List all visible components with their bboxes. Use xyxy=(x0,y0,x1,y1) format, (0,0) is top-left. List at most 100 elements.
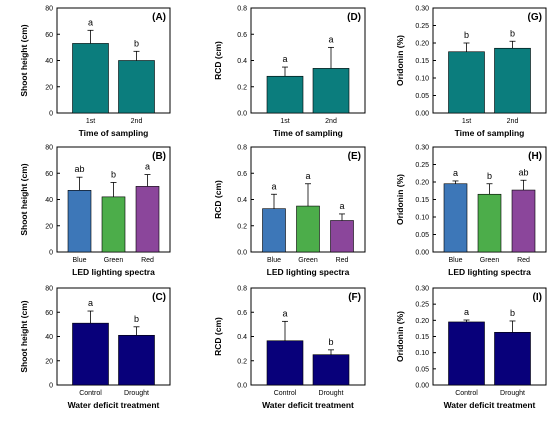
significance-letter: a xyxy=(339,201,344,211)
x-axis-label: Water deficit treatment xyxy=(68,400,160,410)
y-tick-label: 80 xyxy=(45,145,53,152)
bar xyxy=(494,331,531,386)
bar xyxy=(477,193,502,253)
y-axis-label: Shoot height (cm) xyxy=(19,24,29,96)
y-tick-label: 60 xyxy=(45,310,53,317)
bar xyxy=(448,51,485,114)
y-tick-label: 0.0 xyxy=(237,383,247,390)
y-tick-label: 0.6 xyxy=(237,32,247,39)
y-tick-label: 60 xyxy=(45,32,53,39)
significance-letter: a xyxy=(328,34,333,44)
x-tick-label: Drought xyxy=(500,390,525,397)
y-tick-label: 0.05 xyxy=(415,366,429,373)
x-axis-label: LED lighting spectra xyxy=(267,267,350,277)
y-tick-label: 0.10 xyxy=(415,76,429,83)
bar xyxy=(266,75,304,114)
x-tick-label: Control xyxy=(79,390,102,397)
y-tick-label: 0.05 xyxy=(415,93,429,100)
x-axis-label: Water deficit treatment xyxy=(444,400,536,410)
bar xyxy=(135,186,160,253)
y-tick-label: 0.2 xyxy=(237,358,247,365)
x-axis-label: LED lighting spectra xyxy=(448,267,531,277)
bar xyxy=(72,322,109,386)
y-axis-label: RCD (cm) xyxy=(213,180,223,219)
bar xyxy=(67,190,92,253)
x-tick-label: Green xyxy=(480,257,500,264)
y-tick-label: 0.15 xyxy=(415,334,429,341)
bar xyxy=(330,220,354,253)
y-tick-label: 20 xyxy=(45,358,53,365)
x-tick-label: Red xyxy=(336,257,349,264)
bar xyxy=(262,208,286,253)
x-axis-label: LED lighting spectra xyxy=(72,267,155,277)
x-tick-label: Red xyxy=(141,257,154,264)
bar xyxy=(511,189,536,253)
x-tick-label: 2nd xyxy=(131,118,143,125)
y-tick-label: 0.0 xyxy=(237,250,247,257)
bar xyxy=(266,340,304,386)
y-tick-label: 0.4 xyxy=(237,58,247,65)
y-tick-label: 40 xyxy=(45,197,53,204)
significance-letter: ab xyxy=(74,164,84,174)
y-tick-label: 0.30 xyxy=(415,6,429,13)
x-tick-label: Blue xyxy=(72,257,86,264)
y-tick-label: 40 xyxy=(45,58,53,65)
bar xyxy=(72,43,109,114)
y-axis-label: RCD (cm) xyxy=(213,41,223,80)
y-axis-label: RCD (cm) xyxy=(213,317,223,356)
y-tick-label: 0.00 xyxy=(415,111,429,118)
significance-letter: a xyxy=(453,168,458,178)
x-axis-label: Time of sampling xyxy=(455,128,525,138)
x-tick-label: 2nd xyxy=(507,118,519,125)
bar xyxy=(101,196,126,253)
x-tick-label: 1st xyxy=(462,118,471,125)
bar xyxy=(118,60,155,114)
x-tick-label: Blue xyxy=(267,257,281,264)
significance-letter: a xyxy=(282,54,287,64)
panel-label: (I) xyxy=(533,292,542,303)
y-tick-label: 0.30 xyxy=(415,145,429,152)
panel-label: (F) xyxy=(348,292,361,303)
y-tick-label: 0 xyxy=(49,383,53,390)
panel-label: (G) xyxy=(528,12,542,23)
bar xyxy=(296,205,320,253)
x-tick-label: 2nd xyxy=(325,118,337,125)
y-tick-label: 0.8 xyxy=(237,145,247,152)
x-axis-label: Water deficit treatment xyxy=(262,400,354,410)
y-axis-label: Oridonin (%) xyxy=(395,35,405,86)
significance-letter: a xyxy=(305,171,310,181)
y-axis-label: Oridonin (%) xyxy=(395,174,405,225)
y-tick-label: 0.20 xyxy=(415,180,429,187)
y-tick-label: 0.8 xyxy=(237,6,247,13)
y-tick-label: 0.05 xyxy=(415,232,429,239)
y-tick-label: 0.30 xyxy=(415,286,429,293)
y-tick-label: 0.0 xyxy=(237,111,247,118)
y-tick-label: 0.25 xyxy=(415,23,429,30)
x-tick-label: Green xyxy=(298,257,318,264)
y-tick-label: 20 xyxy=(45,223,53,230)
y-tick-label: 0.15 xyxy=(415,58,429,65)
y-tick-label: 0.2 xyxy=(237,84,247,91)
significance-letter: b xyxy=(134,38,139,48)
bar xyxy=(312,354,350,386)
y-tick-label: 0.4 xyxy=(237,197,247,204)
x-tick-label: Control xyxy=(274,390,297,397)
y-tick-label: 0.6 xyxy=(237,171,247,178)
panel-label: (E) xyxy=(348,151,361,162)
panel-label: (D) xyxy=(347,12,361,23)
x-tick-label: 1st xyxy=(280,118,289,125)
bar xyxy=(448,321,485,386)
y-tick-label: 0.10 xyxy=(415,350,429,357)
significance-letter: a xyxy=(271,181,276,191)
y-tick-label: 0.00 xyxy=(415,383,429,390)
panel-label: (B) xyxy=(152,151,166,162)
y-tick-label: 0.20 xyxy=(415,318,429,325)
y-tick-label: 0 xyxy=(49,250,53,257)
y-tick-label: 0.2 xyxy=(237,223,247,230)
significance-letter: a xyxy=(88,17,93,27)
y-tick-label: 0.4 xyxy=(237,334,247,341)
y-tick-label: 0.15 xyxy=(415,197,429,204)
bar xyxy=(443,183,468,253)
y-tick-label: 0.10 xyxy=(415,215,429,222)
x-tick-label: 1st xyxy=(86,118,95,125)
